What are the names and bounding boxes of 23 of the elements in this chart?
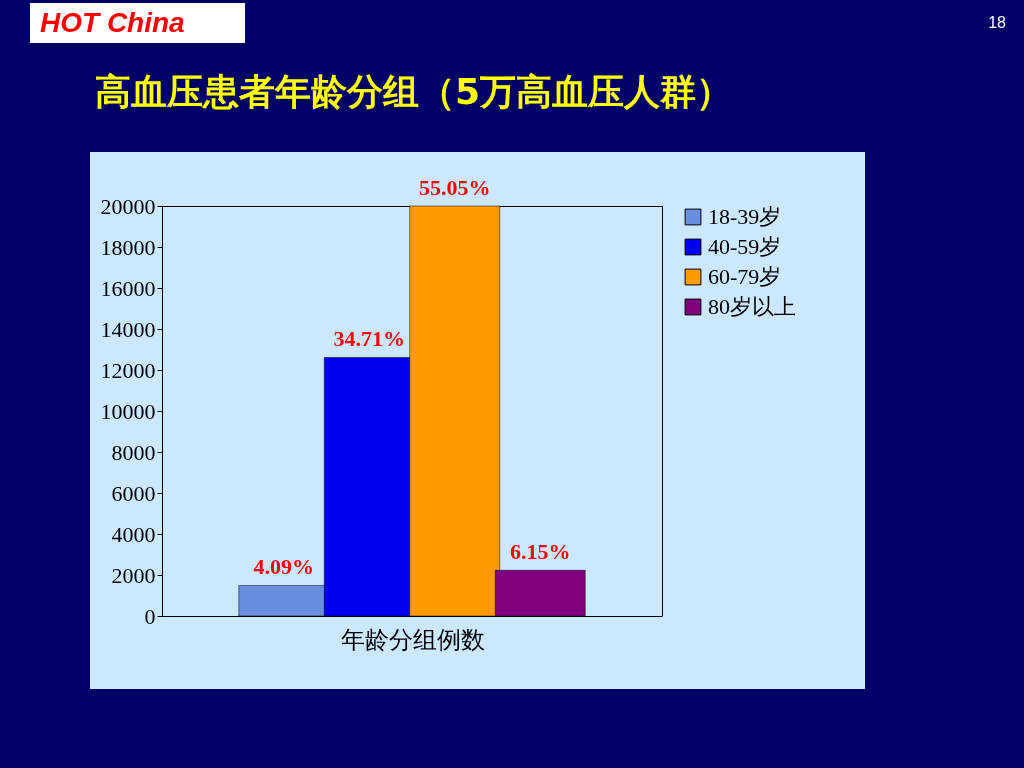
y-tick-label: 14000	[100, 316, 156, 342]
text: 18	[988, 14, 1006, 32]
y-tick-label: 2000	[111, 562, 156, 588]
legend-label: 18-39岁	[708, 204, 782, 229]
annotation: 6.15%	[509, 539, 571, 565]
legend-label: 80岁以上	[708, 294, 796, 319]
annotation: 34.71%	[333, 326, 406, 352]
legend-label: 60-79岁	[708, 264, 782, 289]
y-tick-label: 16000	[100, 275, 156, 301]
y-tick-label: 20000	[100, 193, 156, 219]
y-tick-label: 6000	[111, 480, 156, 506]
text: HOT China	[30, 3, 245, 43]
y-tick-label: 10000	[100, 398, 156, 424]
annotation: 55.05%	[418, 175, 491, 200]
legend-label: 40-59岁	[708, 234, 782, 259]
y-tick-label: 4000	[111, 521, 156, 547]
chart-title: 高血压患者年龄分组（5万高血压人群）	[95, 70, 733, 114]
x-axis-title: 年龄分组例数	[340, 625, 485, 654]
annotation: 4.09%	[253, 554, 315, 580]
y-tick-label: 0	[144, 603, 156, 629]
y-tick-label: 8000	[111, 439, 156, 465]
y-tick-label: 12000	[100, 357, 156, 383]
y-tick-label: 18000	[100, 234, 156, 260]
